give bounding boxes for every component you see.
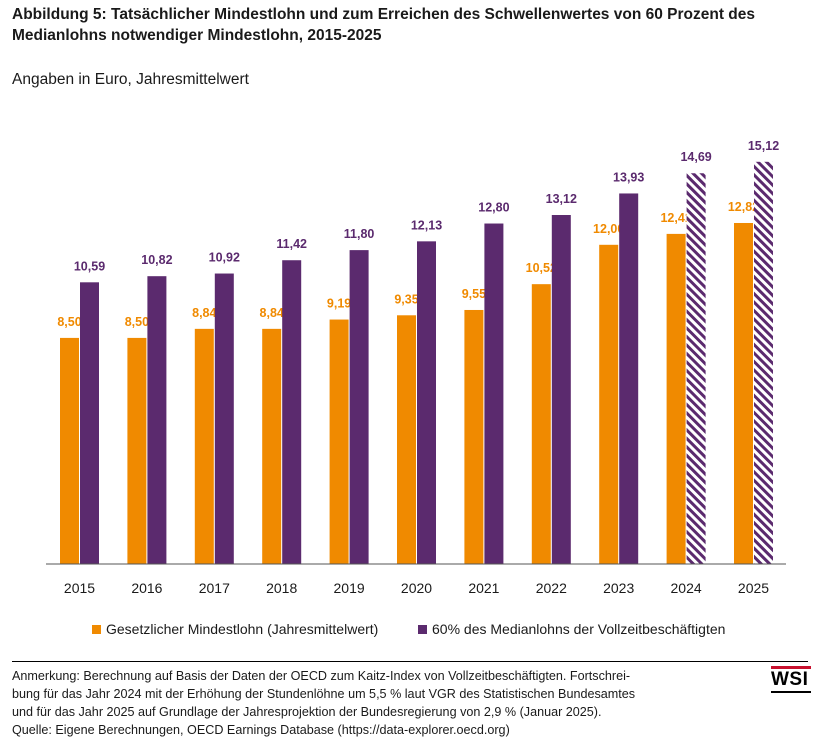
label-mindestlohn-2025: 12,82	[728, 200, 759, 214]
bar-medianlohn-2025	[754, 161, 773, 565]
bar-mindestlohn-2017	[194, 328, 214, 564]
label-medianlohn-2024: 14,69	[680, 150, 711, 164]
bar-mindestlohn-2023	[599, 244, 619, 565]
bar-medianlohn-2017	[214, 273, 234, 564]
label-medianlohn-2023: 13,93	[613, 170, 644, 184]
label-mindestlohn-2023: 12,00	[593, 222, 624, 236]
legend-item-mindestlohn: Gesetzlicher Mindestlohn (Jahresmittelwe…	[92, 621, 378, 637]
label-mindestlohn-2015: 8,50	[57, 315, 81, 329]
footnote-line-1: Anmerkung: Berechnung auf Basis der Date…	[12, 669, 631, 683]
x-tick-2022: 2022	[536, 580, 567, 596]
label-mindestlohn-2019: 9,19	[327, 297, 351, 311]
x-tick-2016: 2016	[131, 580, 162, 596]
legend-swatch-orange	[92, 624, 101, 634]
bar-medianlohn-2022	[551, 215, 571, 564]
label-medianlohn-2019: 11,80	[344, 227, 375, 241]
source-link[interactable]: https://data-explorer.oecd.org	[341, 723, 506, 737]
label-medianlohn-2022: 13,12	[546, 192, 577, 206]
bar-mindestlohn-2020	[397, 315, 416, 564]
x-tick-2018: 2018	[266, 580, 297, 596]
bar-medianlohn-2023	[619, 193, 639, 564]
wsi-logo: WSI	[771, 669, 809, 690]
bar-mindestlohn-2022	[531, 284, 551, 564]
label-medianlohn-2015: 10,59	[74, 259, 105, 273]
bar-mindestlohn-2016	[127, 337, 147, 564]
x-tick-2017: 2017	[199, 580, 230, 596]
bar-medianlohn-2018	[282, 260, 302, 564]
label-medianlohn-2025: 15,12	[748, 139, 779, 153]
label-medianlohn-2021: 12,80	[478, 201, 509, 215]
x-tick-2021: 2021	[468, 580, 499, 596]
label-medianlohn-2020: 12,13	[411, 218, 442, 232]
label-mindestlohn-2022: 10,52	[526, 261, 557, 275]
label-mindestlohn-2017: 8,84	[192, 306, 216, 320]
legend-swatch-purple	[418, 624, 427, 634]
label-mindestlohn-2016: 8,50	[125, 315, 149, 329]
bar-medianlohn-2024	[686, 173, 706, 564]
bar-mindestlohn-2015	[60, 337, 79, 564]
bar-mindestlohn-2024	[666, 233, 686, 565]
source-suffix: )	[505, 723, 510, 737]
bar-medianlohn-2021	[484, 223, 504, 564]
bar-mindestlohn-2021	[464, 309, 484, 564]
bar-mindestlohn-2025	[734, 222, 753, 564]
x-tick-2019: 2019	[334, 580, 365, 596]
x-tick-2025: 2025	[738, 580, 769, 596]
label-mindestlohn-2024: 12,41	[660, 211, 691, 225]
x-tick-2020: 2020	[401, 580, 432, 596]
label-mindestlohn-2021: 9,55	[462, 287, 486, 301]
bar-mindestlohn-2018	[262, 328, 282, 564]
footnote: Anmerkung: Berechnung auf Basis der Date…	[12, 667, 732, 739]
source-prefix: Quelle: Eigene Berechnungen, OECD Earnin…	[12, 723, 342, 737]
logo-underline	[771, 691, 811, 693]
x-tick-2023: 2023	[603, 580, 634, 596]
label-medianlohn-2017: 10,92	[209, 251, 240, 265]
label-mindestlohn-2018: 8,84	[260, 306, 284, 320]
bar-medianlohn-2016	[147, 276, 167, 564]
bar-medianlohn-2015	[80, 282, 99, 564]
footnote-line-3: und für das Jahr 2025 auf Grundlage der …	[12, 705, 602, 719]
x-axis-tick-labels: 2015 2016 2017 2018 2019 2020 2021 2022 2023 2024…	[64, 580, 769, 596]
bar-medianlohn-2020	[417, 241, 436, 565]
x-tick-2015: 2015	[64, 580, 95, 596]
logo-accent-bar	[771, 666, 811, 669]
footnote-line-2: bung für das Jahr 2024 mit der Erhöhung …	[12, 687, 636, 701]
label-medianlohn-2016: 10,82	[141, 253, 172, 267]
bar-chart: 8,50 10,59 8,50 10,82 8,84 10,92 8,84 11,42 9,19…	[46, 139, 786, 596]
label-medianlohn-2018: 11,42	[276, 237, 307, 251]
bars-group: 8,50 10,59 8,50 10,82 8,84 10,92 8,84 11,42 9,19…	[57, 139, 779, 565]
footer-divider	[12, 661, 808, 662]
bar-mindestlohn-2019	[329, 319, 349, 564]
legend-label-medianlohn: 60% des Medianlohns der Vollzeitbeschäft…	[432, 621, 726, 637]
chart-subtitle: Angaben in Euro, Jahresmittelwert	[12, 71, 249, 88]
legend-item-medianlohn: 60% des Medianlohns der Vollzeitbeschäft…	[418, 621, 725, 637]
bar-medianlohn-2019	[349, 250, 369, 564]
x-tick-2024: 2024	[671, 580, 702, 596]
legend-label-mindestlohn: Gesetzlicher Mindestlohn (Jahresmittelwe…	[106, 621, 379, 637]
label-mindestlohn-2020: 9,35	[394, 292, 418, 306]
source-line: Quelle: Eigene Berechnungen, OECD Earnin…	[12, 721, 732, 739]
chart-title: Abbildung 5: Tatsächlicher Mindestlohn u…	[12, 6, 756, 44]
